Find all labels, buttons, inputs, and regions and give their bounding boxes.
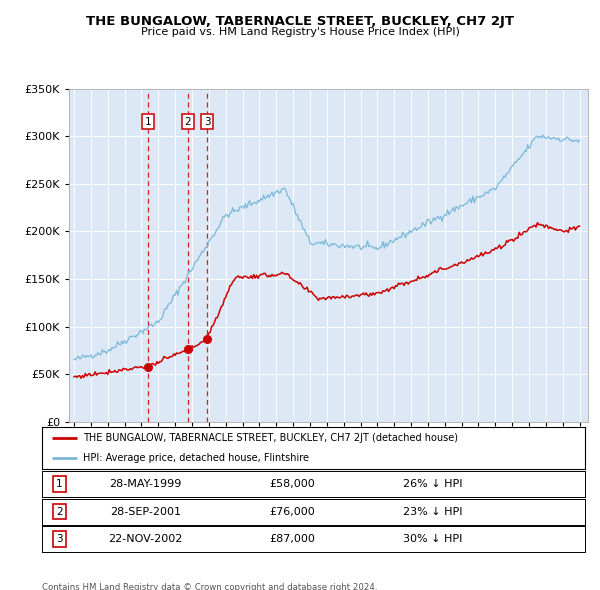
Text: 3: 3: [203, 117, 211, 127]
Text: 30% ↓ HPI: 30% ↓ HPI: [403, 535, 463, 544]
Text: 2: 2: [56, 507, 62, 516]
Text: 26% ↓ HPI: 26% ↓ HPI: [403, 479, 463, 489]
Text: 28-SEP-2001: 28-SEP-2001: [110, 507, 181, 516]
Text: THE BUNGALOW, TABERNACLE STREET, BUCKLEY, CH7 2JT (detached house): THE BUNGALOW, TABERNACLE STREET, BUCKLEY…: [83, 433, 458, 443]
Text: Price paid vs. HM Land Registry's House Price Index (HPI): Price paid vs. HM Land Registry's House …: [140, 27, 460, 37]
Text: THE BUNGALOW, TABERNACLE STREET, BUCKLEY, CH7 2JT: THE BUNGALOW, TABERNACLE STREET, BUCKLEY…: [86, 15, 514, 28]
Text: 3: 3: [56, 535, 62, 544]
Text: 1: 1: [145, 117, 152, 127]
Text: 2: 2: [184, 117, 191, 127]
Text: 23% ↓ HPI: 23% ↓ HPI: [403, 507, 463, 516]
Text: £87,000: £87,000: [269, 535, 315, 544]
Text: 1: 1: [56, 479, 62, 489]
Text: HPI: Average price, detached house, Flintshire: HPI: Average price, detached house, Flin…: [83, 453, 309, 463]
Text: 22-NOV-2002: 22-NOV-2002: [108, 535, 182, 544]
Text: 28-MAY-1999: 28-MAY-1999: [109, 479, 181, 489]
Text: Contains HM Land Registry data © Crown copyright and database right 2024.: Contains HM Land Registry data © Crown c…: [42, 583, 377, 590]
Text: £58,000: £58,000: [269, 479, 314, 489]
Text: £76,000: £76,000: [269, 507, 314, 516]
